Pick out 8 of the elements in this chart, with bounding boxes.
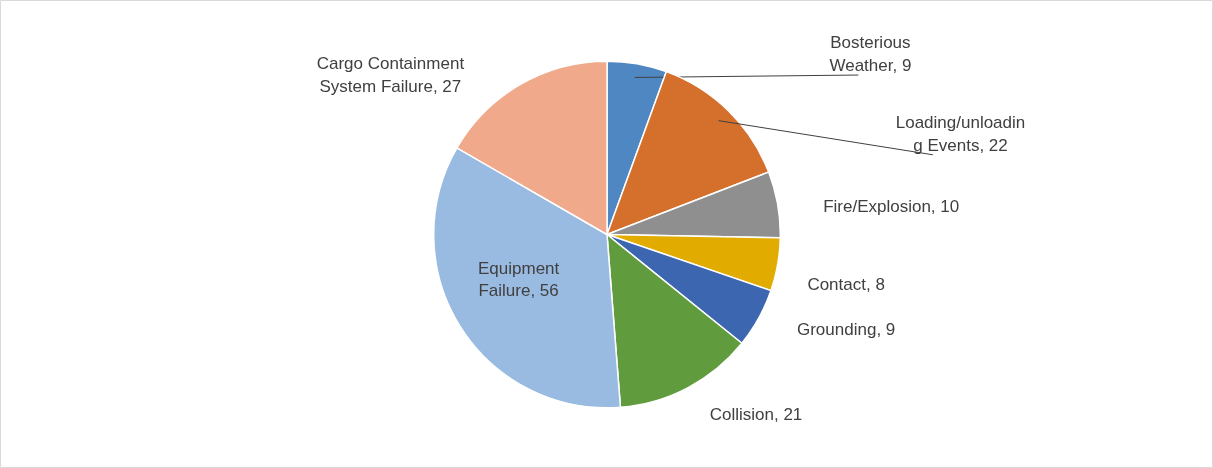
data-label: Grounding, 9 — [796, 320, 896, 340]
data-label: Fire/Explosion, 10 — [823, 197, 960, 217]
data-label: Bosterious Weather, 9 — [829, 33, 912, 76]
data-label: Loading/unloading Events, 22 — [895, 113, 1026, 155]
data-label: Collision, 21 — [709, 405, 803, 425]
data-label: Equipment Failure, 56 — [477, 258, 560, 301]
data-label: Contact, 8 — [807, 275, 885, 295]
data-label: Cargo Containment System Failure, 27 — [316, 54, 465, 96]
